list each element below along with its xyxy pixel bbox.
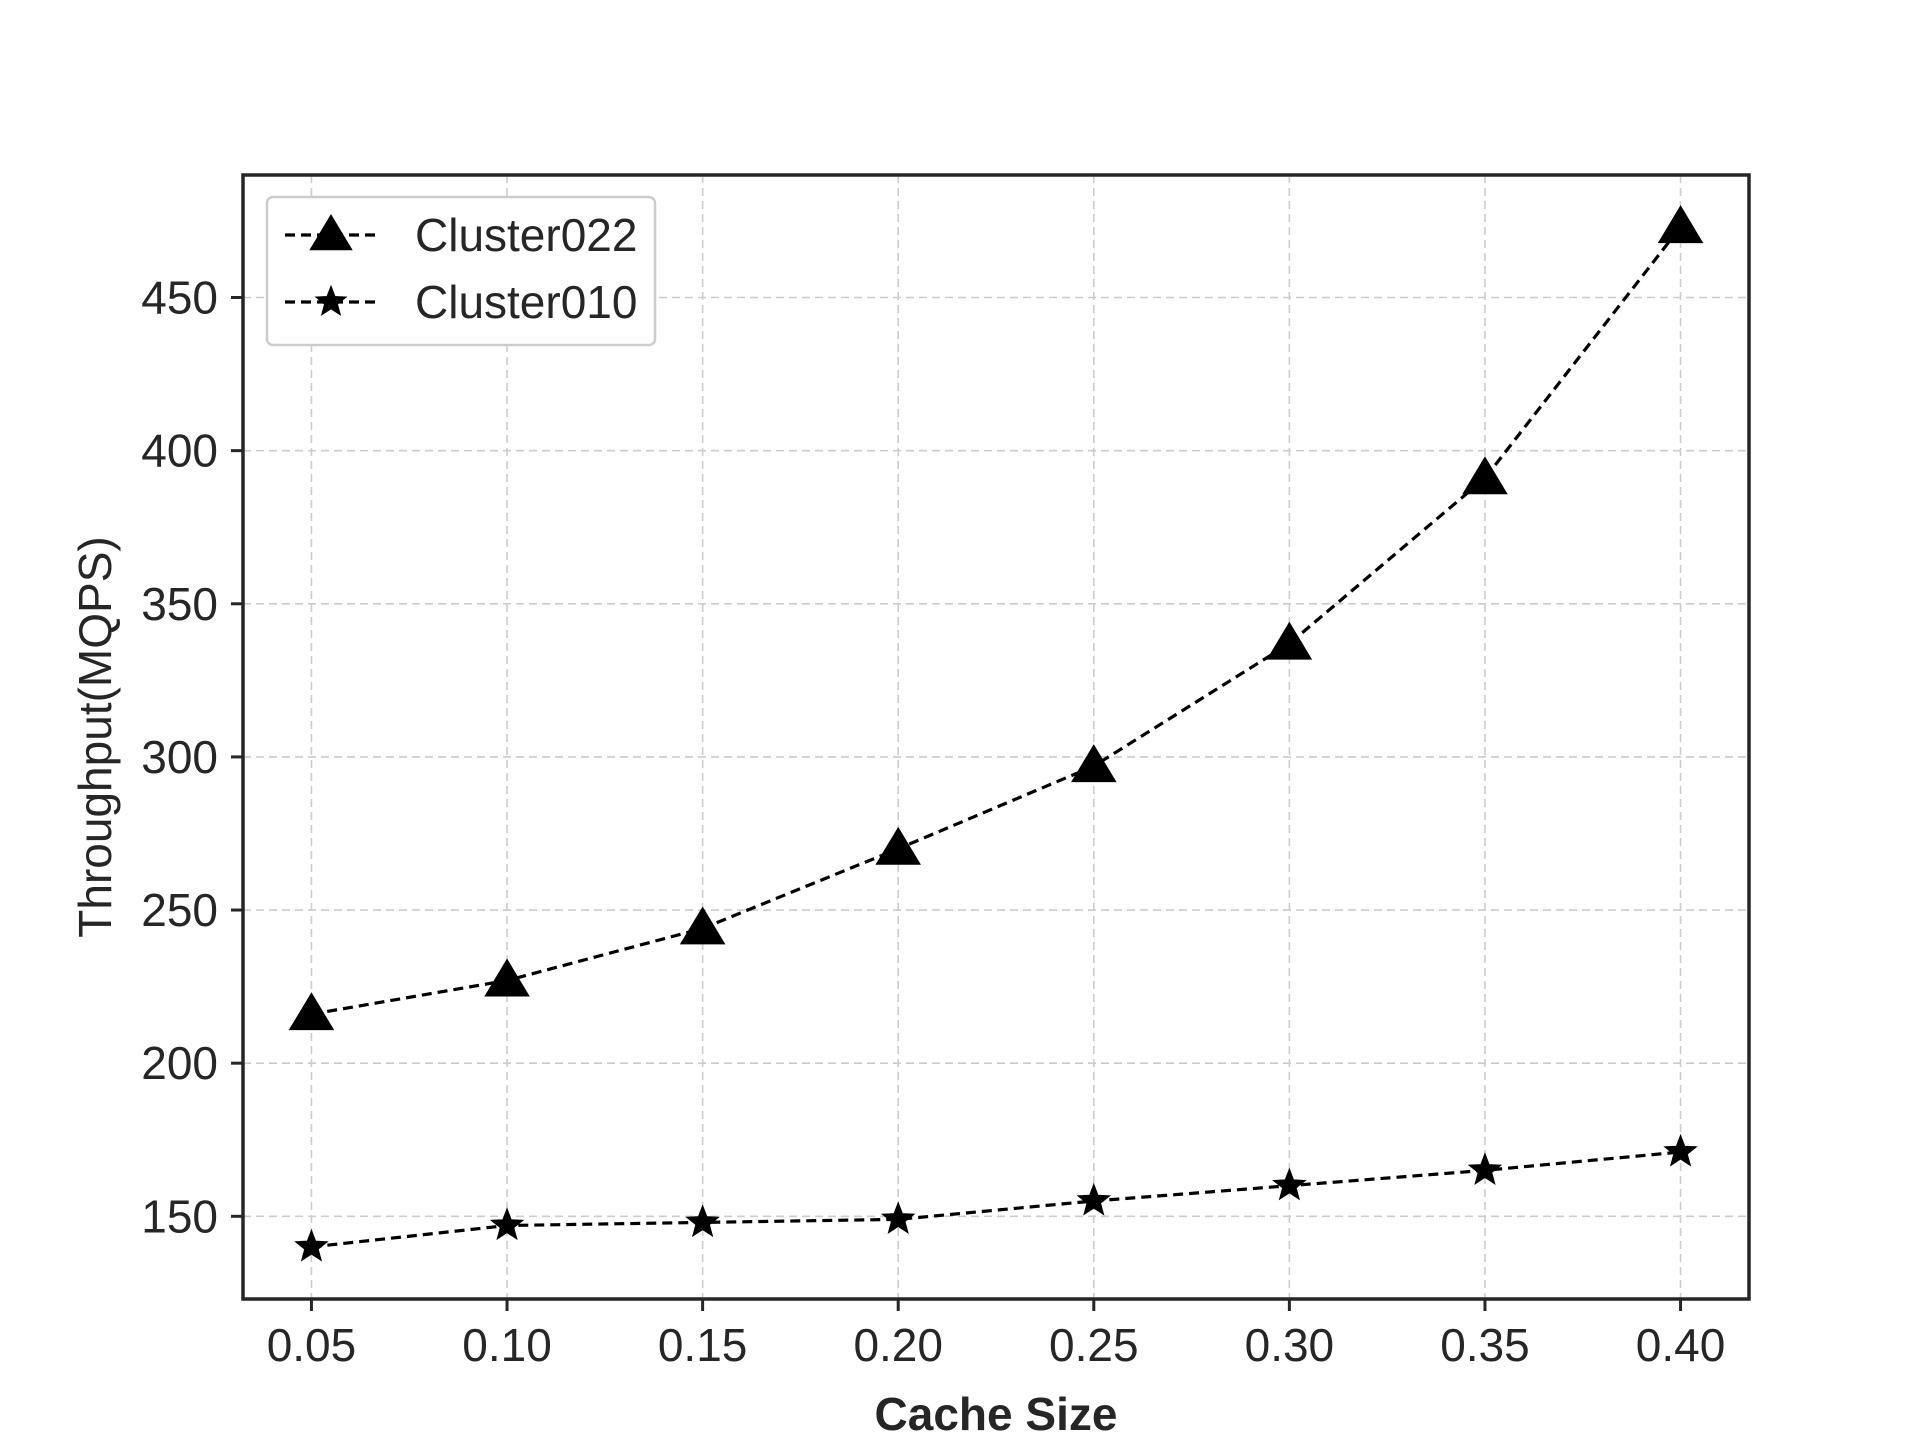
cluster022-point — [1266, 621, 1313, 660]
cluster022-point — [1462, 456, 1508, 495]
legend-item-cluster022: Cluster022 — [285, 209, 637, 261]
cluster010-point — [1272, 1167, 1307, 1201]
grid-lines — [243, 175, 1749, 1299]
cluster022-point — [1071, 744, 1117, 783]
cluster010-point — [880, 1201, 916, 1235]
y-tick-label: 450 — [141, 272, 218, 324]
legend-marker — [314, 284, 348, 317]
plot-frame — [241, 173, 1751, 1301]
y-tick-label: 250 — [141, 884, 218, 936]
y-tick-label: 400 — [141, 425, 218, 477]
cluster010-point — [489, 1207, 525, 1241]
legend-label: Cluster010 — [415, 276, 637, 328]
cluster010-point — [1076, 1182, 1112, 1216]
cluster010-point — [1467, 1152, 1503, 1186]
y-tick-label: 350 — [141, 578, 218, 630]
cluster010-point — [294, 1228, 329, 1262]
x-tick-label: 0.05 — [267, 1319, 357, 1371]
series-layer — [288, 205, 1704, 1262]
cluster022-point — [875, 826, 921, 865]
x-tick-label: 0.10 — [462, 1319, 552, 1371]
x-tick-label: 0.35 — [1440, 1319, 1530, 1371]
cluster022-point — [1657, 205, 1704, 244]
series-cluster010 — [294, 1133, 1698, 1262]
cluster022-point — [288, 992, 335, 1031]
x-tick-label: 0.25 — [1049, 1319, 1139, 1371]
cluster022-line — [311, 226, 1682, 1016]
x-axis-title: Cache Size — [875, 1388, 1118, 1440]
legend: Cluster022 Cluster010 — [265, 195, 657, 347]
x-tick-label: 0.40 — [1636, 1319, 1726, 1371]
series-cluster022 — [288, 205, 1704, 1031]
axis-ticks: 0.05 0.10 0.15 0.20 0.25 0.30 0.35 0.40 150 200 25… — [141, 272, 1725, 1371]
cluster022-point — [679, 906, 726, 945]
cluster022-point — [484, 958, 530, 997]
y-tick-label: 300 — [141, 731, 218, 783]
y-axis-title: Throughput(MQPS) — [69, 536, 121, 937]
x-tick-label: 0.15 — [658, 1319, 748, 1371]
x-tick-label: 0.20 — [853, 1319, 943, 1371]
x-tick-label: 0.30 — [1245, 1319, 1335, 1371]
y-tick-label: 150 — [141, 1190, 218, 1242]
legend-marker — [309, 214, 353, 251]
y-tick-label: 200 — [141, 1037, 218, 1089]
legend-item-cluster010: Cluster010 — [285, 276, 637, 328]
cluster010-point — [685, 1204, 720, 1238]
cluster010-point — [1663, 1133, 1698, 1167]
cluster010-line — [311, 1150, 1681, 1249]
legend-label: Cluster022 — [415, 209, 637, 261]
legend-box — [265, 195, 657, 347]
